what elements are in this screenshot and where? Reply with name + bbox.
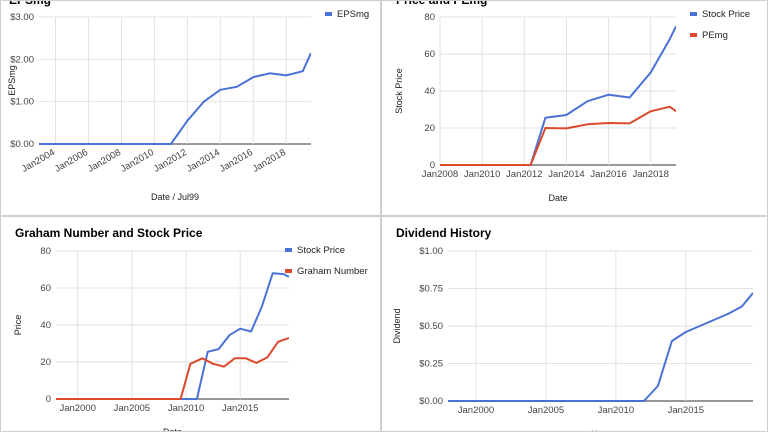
x-tick-label: Jan2005 <box>528 405 564 416</box>
chart-panel-dividend: Dividend History $0.00 $0.25 $0.50 $0.75 $1.0… <box>381 216 768 432</box>
x-tick-label: Jan2005 <box>114 403 150 414</box>
x-tick-label: Jan2016 <box>590 169 626 180</box>
x-tick-label: Jan2000 <box>458 405 494 416</box>
y-tick-label: 40 <box>424 86 435 97</box>
y-tick-label: $3.00 <box>10 12 34 23</box>
series-line <box>440 25 676 166</box>
y-tick-label: 40 <box>40 320 51 331</box>
y-tick-label: $0.25 <box>419 359 443 370</box>
legend-label: PEmg <box>702 30 728 41</box>
y-axis-label: Stock Price <box>394 68 404 114</box>
chart-svg: EPSmg$0.00$1.00$2.00$3.00Jan2004Jan2006J… <box>7 1 369 202</box>
y-axis-label: EPSmg <box>7 65 17 96</box>
legend-label: Stock Price <box>297 245 345 256</box>
series-line <box>56 337 289 400</box>
y-tick-label: $1.00 <box>419 246 443 257</box>
y-axis-label: Price <box>13 315 23 336</box>
x-tick-label: Jan2014 <box>548 169 584 180</box>
chart-panel-price-pemg: Price and PEmg 0 20 40 60 80 Jan2008 Jan2010 Jan… <box>381 0 768 216</box>
x-tick-label: Jan2010 <box>168 403 204 414</box>
x-tick-label: Jan2008 <box>86 147 123 175</box>
legend-label: Graham Number <box>297 266 368 277</box>
legend-label: EPSmg <box>337 9 369 20</box>
x-tick-label: Jan2015 <box>668 405 704 416</box>
chart-title: EPSmg <box>9 1 51 7</box>
y-tick-label: $0.50 <box>419 321 443 332</box>
chart-svg: Graham Number and Stock Price 0 20 40 60 80 Ja… <box>13 226 368 432</box>
y-tick-label: $0.75 <box>419 284 443 295</box>
x-tick-label: Jan2010 <box>464 169 500 180</box>
series-line <box>448 292 753 402</box>
y-axis-label: Dividend <box>392 308 402 343</box>
chart-svg: Dividend History $0.00 $0.25 $0.50 $0.75 $1.0… <box>392 226 753 432</box>
x-tick-label: Jan2000 <box>59 403 95 414</box>
chart-svg: Price and PEmg 0 20 40 60 80 Jan2008 Jan2010 Jan… <box>394 1 750 203</box>
y-tick-label: $0.00 <box>419 396 443 407</box>
x-tick-label: Jan2018 <box>632 169 668 180</box>
x-tick-label: Jan2018 <box>251 147 288 175</box>
y-tick-label: $2.00 <box>10 54 34 65</box>
chart-title: Price and PEmg <box>396 1 487 7</box>
y-tick-label: 60 <box>40 283 51 294</box>
y-tick-label: 80 <box>424 12 435 23</box>
x-axis-label: Date <box>548 193 567 203</box>
series-line <box>440 105 676 166</box>
x-tick-label: Jan2012 <box>152 147 189 175</box>
series-line <box>56 272 289 400</box>
x-axis-label: Date <box>163 427 182 432</box>
y-tick-label: 80 <box>40 246 51 257</box>
y-tick-label: 60 <box>424 49 435 60</box>
y-tick-label: 0 <box>430 160 435 171</box>
chart-panel-epsmg: EPSmg$0.00$1.00$2.00$3.00Jan2004Jan2006J… <box>0 0 381 216</box>
legend-label: Stock Price <box>702 9 750 20</box>
y-tick-label: 20 <box>40 357 51 368</box>
x-tick-label: Jan2008 <box>422 169 458 180</box>
chart-panel-graham: Graham Number and Stock Price 0 20 40 60 80 Ja… <box>0 216 381 432</box>
x-tick-label: Jan2006 <box>53 147 90 175</box>
chart-title: Graham Number and Stock Price <box>15 226 203 240</box>
x-tick-label: Jan2014 <box>185 147 222 175</box>
x-axis-label: Date / Jul99 <box>151 192 199 202</box>
x-tick-label: Jan2004 <box>20 147 57 175</box>
x-tick-label: Jan2010 <box>119 147 156 175</box>
chart-title: Dividend History <box>396 226 492 240</box>
x-tick-label: Jan2015 <box>222 403 258 414</box>
y-tick-label: $1.00 <box>10 97 34 108</box>
x-tick-label: Jan2012 <box>506 169 542 180</box>
x-tick-label: Jan2016 <box>218 147 255 175</box>
y-tick-label: $0.00 <box>10 139 34 150</box>
x-tick-label: Jan2010 <box>598 405 634 416</box>
y-tick-label: 0 <box>46 394 51 405</box>
x-axis-label: Year <box>591 429 609 432</box>
y-tick-label: 20 <box>424 123 435 134</box>
series-line <box>39 52 311 145</box>
